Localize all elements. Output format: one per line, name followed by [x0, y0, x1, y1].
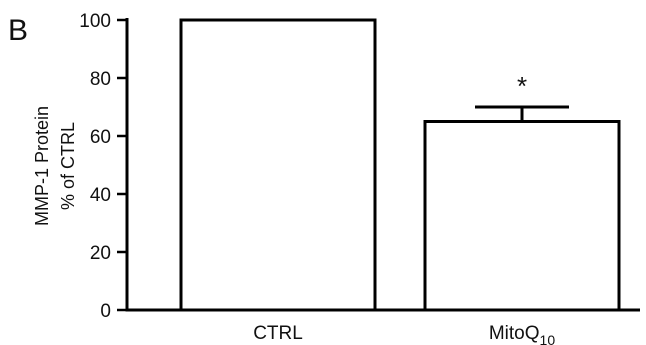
y-tick-label: 100 [79, 11, 111, 32]
panel-letter: B [8, 14, 28, 47]
plot-area: 0 20 40 60 80 100 CTRL * MitoQ10 [79, 11, 640, 345]
x-category-label: CTRL [253, 323, 303, 344]
y-tick-label: 0 [100, 301, 111, 322]
y-tick-label: 80 [90, 69, 111, 90]
x-category-label-subscript: 10 [540, 332, 556, 345]
y-axis-label-line1: MMP-1 Protein [32, 106, 52, 226]
y-tick-label: 60 [90, 127, 111, 148]
bar-mitoq [423, 120, 621, 312]
y-axis-label-line2: % of CTRL [58, 122, 78, 210]
y-tick-label: 40 [90, 185, 111, 206]
x-category-label-text: MitoQ [489, 323, 540, 344]
significance-asterisk: * [517, 71, 527, 101]
x-category-label: MitoQ10 [489, 323, 555, 345]
y-tick-label: 20 [90, 243, 111, 264]
x-category-label-text: CTRL [253, 323, 303, 344]
bar-ctrl [179, 18, 377, 312]
